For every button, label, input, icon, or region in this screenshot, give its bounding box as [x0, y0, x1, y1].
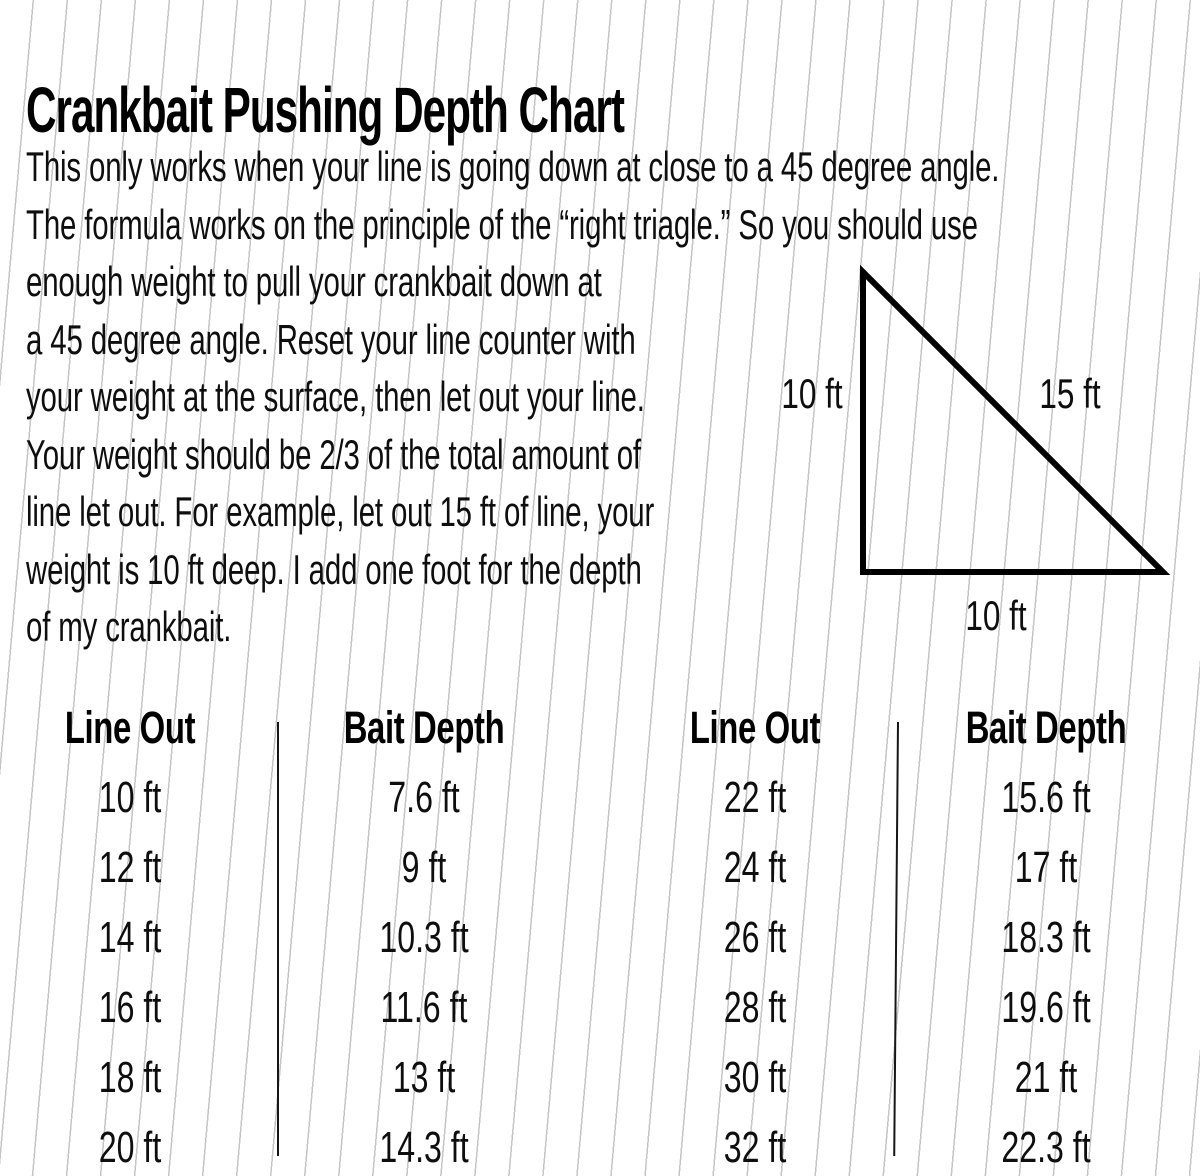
table-cell: 9 ft	[401, 843, 447, 892]
right-triangle-shape	[860, 264, 1171, 575]
triangle-hypotenuse-label: 15 ft	[1039, 370, 1101, 417]
table-cell: 19.6 ft	[1001, 983, 1091, 1032]
table-cell: 30 ft	[723, 1053, 787, 1102]
table-cell: 12 ft	[98, 843, 162, 892]
table-cell: 15.6 ft	[1001, 773, 1091, 822]
table-cell: 22.3 ft	[1001, 1123, 1091, 1172]
table-right-bait-depth-column: Bait Depth 15.6 ft 17 ft 18.3 ft 19.6 ft…	[937, 693, 1156, 1176]
column-header-line-out: Line Out	[689, 702, 821, 753]
table-cell: 18.3 ft	[1001, 913, 1091, 962]
triangle-left-side-label: 10 ft	[781, 370, 843, 417]
table-cell: 13 ft	[392, 1053, 456, 1102]
table-cell: 20 ft	[98, 1123, 162, 1172]
table-cell: 10 ft	[98, 773, 162, 822]
right-triangle-diagram	[860, 264, 1171, 575]
table-left-bait-depth-column: Bait Depth 7.6 ft 9 ft 10.3 ft 11.6 ft 1…	[315, 693, 534, 1176]
table-cell: 17 ft	[1014, 843, 1078, 892]
table-cell: 16 ft	[98, 983, 162, 1032]
page-title: Crankbait Pushing Depth Chart	[26, 73, 625, 146]
table-cell: 26 ft	[723, 913, 787, 962]
column-header-bait-depth: Bait Depth	[965, 702, 1127, 753]
column-header-bait-depth: Bait Depth	[343, 702, 505, 753]
column-header-line-out: Line Out	[64, 702, 196, 753]
table-cell: 24 ft	[723, 843, 787, 892]
table-right-line-out-column: Line Out 22 ft 24 ft 26 ft 28 ft 30 ft 3…	[646, 693, 865, 1176]
table-cell: 7.6 ft	[388, 773, 460, 822]
table-cell: 32 ft	[723, 1123, 787, 1172]
table-right-divider	[893, 721, 899, 1156]
table-left-divider	[277, 722, 279, 1156]
intro-paragraph: This only works when your line is going …	[26, 143, 1000, 650]
table-cell: 11.6 ft	[380, 983, 468, 1032]
triangle-bottom-side-label: 10 ft	[965, 592, 1027, 639]
table-cell: 14 ft	[98, 913, 162, 962]
table-cell: 10.3 ft	[379, 913, 469, 962]
table-left-line-out-column: Line Out 10 ft 12 ft 14 ft 16 ft 18 ft 2…	[21, 693, 240, 1176]
table-cell: 22 ft	[723, 773, 787, 822]
table-cell: 21 ft	[1014, 1053, 1078, 1102]
table-cell: 28 ft	[723, 983, 787, 1032]
table-cell: 14.3 ft	[379, 1123, 469, 1172]
table-cell: 18 ft	[98, 1053, 162, 1102]
